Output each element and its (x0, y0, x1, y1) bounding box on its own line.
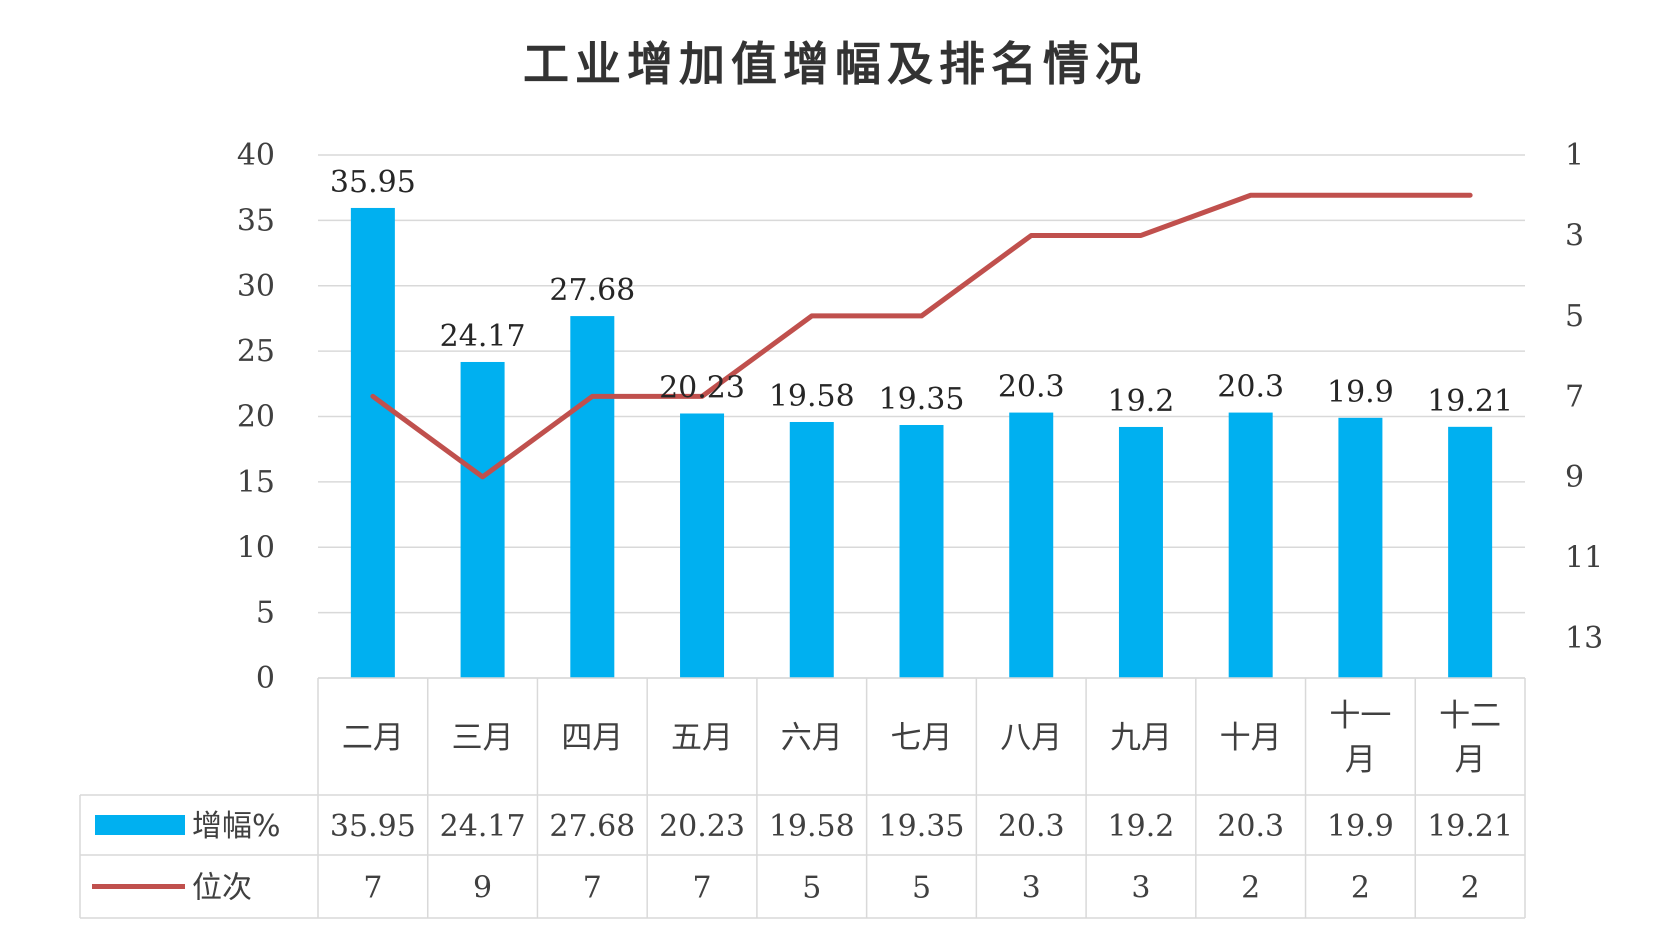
data-label: 20.3 (1217, 370, 1284, 405)
bar (899, 424, 944, 678)
right-tick-label: 13 (1565, 621, 1603, 656)
right-tick-label: 1 (1565, 138, 1584, 173)
category-label: 四月 (561, 720, 623, 756)
left-tick-label: 25 (237, 334, 275, 369)
data-label: 19.21 (1427, 384, 1513, 419)
legend-line-name: 位次 (192, 871, 252, 906)
table-cell-rank: 3 (1022, 871, 1041, 906)
data-label: 19.58 (769, 379, 855, 414)
right-tick-label: 7 (1565, 379, 1584, 414)
table-cell-value: 35.95 (330, 809, 416, 844)
legend-bar-swatch (95, 815, 185, 835)
bar (1118, 426, 1163, 678)
rank-line (370, 192, 1473, 480)
left-tick-label: 10 (237, 530, 275, 565)
bar (1009, 412, 1054, 678)
category-label: 五月 (671, 720, 733, 756)
bar (1448, 426, 1493, 678)
bar (350, 207, 395, 679)
category-label: 月 (1455, 742, 1486, 778)
table-cell-rank: 7 (583, 871, 602, 906)
data-label: 19.2 (1108, 384, 1175, 419)
table-cell-rank: 3 (1131, 871, 1150, 906)
data-label: 24.17 (440, 319, 526, 354)
table-cell-rank: 2 (1241, 871, 1260, 906)
table-cell-value: 24.17 (440, 809, 526, 844)
category-label: 八月 (1000, 720, 1062, 756)
category-label: 十一 (1329, 698, 1391, 734)
table-cell-value: 27.68 (549, 809, 635, 844)
data-label: 20.23 (659, 370, 745, 405)
data-label: 35.95 (330, 165, 416, 200)
data-label: 27.68 (549, 273, 635, 308)
table-cell-rank: 7 (692, 871, 711, 906)
data-label: 19.9 (1327, 375, 1394, 410)
bar (1338, 417, 1383, 678)
category-label: 七月 (891, 720, 953, 756)
bar (680, 413, 725, 678)
category-label: 三月 (452, 720, 514, 756)
left-tick-label: 40 (237, 138, 275, 173)
table-cell-rank: 9 (473, 871, 492, 906)
left-axis-ticks: 0 5 10 15 20 25 30 35 40 (237, 138, 275, 696)
table-cell-rank: 2 (1461, 871, 1480, 906)
category-label: 十月 (1220, 720, 1282, 756)
table-cell-value: 20.3 (998, 809, 1065, 844)
category-label: 九月 (1110, 720, 1172, 756)
left-tick-label: 35 (237, 203, 275, 238)
table-cell-value: 19.2 (1108, 809, 1175, 844)
category-label: 六月 (781, 720, 843, 756)
chart-title: 工业增加值增幅及排名情况 (523, 37, 1147, 91)
data-label: 19.35 (879, 382, 965, 417)
bar (789, 421, 834, 678)
left-tick-label: 15 (237, 465, 275, 500)
bar-series (350, 207, 1493, 679)
legend-bar-name: 增幅% (192, 809, 281, 844)
table-cell-rank: 5 (912, 871, 931, 906)
data-labels: 35.95 24.17 27.68 20.23 19.58 19.35 20.3 19.2 20… (330, 165, 1513, 419)
data-label: 20.3 (998, 370, 1065, 405)
bar (460, 361, 505, 678)
right-tick-label: 3 (1565, 218, 1584, 253)
table-cell-value: 19.58 (769, 809, 855, 844)
category-label: 十二 (1439, 698, 1501, 734)
bar (1228, 412, 1273, 678)
table-cell-value: 19.21 (1427, 809, 1513, 844)
left-tick-label: 20 (237, 400, 275, 435)
table-cell-rank: 7 (363, 871, 382, 906)
table-cell-rank: 2 (1351, 871, 1370, 906)
right-tick-label: 5 (1565, 299, 1584, 334)
right-tick-label: 11 (1565, 540, 1603, 575)
table-cell-rank: 5 (802, 871, 821, 906)
category-label: 月 (1345, 742, 1376, 778)
left-tick-label: 0 (256, 661, 275, 696)
table-cell-value: 20.3 (1217, 809, 1284, 844)
category-label: 二月 (342, 720, 404, 756)
left-tick-label: 5 (256, 596, 275, 631)
table-cell-value: 19.35 (879, 809, 965, 844)
left-tick-label: 30 (237, 269, 275, 304)
line-series (370, 192, 1473, 480)
table-cell-value: 19.9 (1327, 809, 1394, 844)
table-cell-value: 20.23 (659, 809, 745, 844)
right-tick-label: 9 (1565, 460, 1584, 495)
bar (570, 316, 615, 678)
